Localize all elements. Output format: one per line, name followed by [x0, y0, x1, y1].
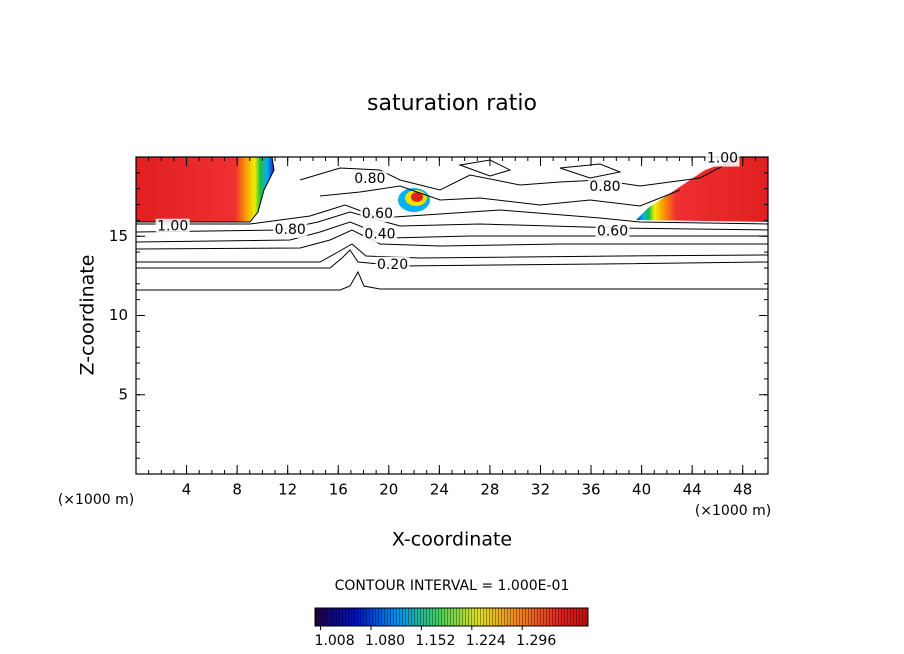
- contour-label: 0.60: [597, 223, 628, 239]
- x-tick-label: 16: [329, 481, 348, 499]
- colorbar-tick-label: 1.296: [516, 633, 556, 649]
- x-tick-label: 8: [232, 481, 242, 499]
- y-tick-label: 10: [109, 306, 128, 324]
- y-unit: (×1000 m): [58, 492, 134, 508]
- colorbar-tick-label: 1.152: [415, 633, 455, 649]
- contour-label: 0.80: [589, 179, 620, 195]
- x-unit: (×1000 m): [695, 503, 771, 519]
- shaded-regions: [136, 157, 768, 222]
- contour-label: 0.60: [362, 206, 393, 222]
- y-tick-label: 15: [109, 227, 128, 245]
- contour-label-bg: [705, 150, 740, 167]
- contour-label-bg: [595, 223, 630, 240]
- x-tick-label: 20: [379, 481, 398, 499]
- contour-label: 0.40: [364, 227, 395, 243]
- x-tick-label: 44: [683, 481, 702, 499]
- contour-label: 1.00: [157, 219, 188, 235]
- x-tick-label: 36: [581, 481, 600, 499]
- y-axis-label: Z-coordinate: [77, 255, 99, 376]
- x-tick-label: 48: [733, 481, 752, 499]
- contour-label-bg: [352, 171, 387, 188]
- contour-label-bg: [360, 206, 395, 223]
- x-tick-label: 28: [480, 481, 499, 499]
- colorbar-frame: [314, 607, 589, 627]
- chart-title: saturation ratio: [367, 91, 537, 116]
- contour-label: 0.80: [275, 222, 306, 238]
- colorbar-tick-label: 1.080: [365, 633, 405, 649]
- x-tick-label: 24: [430, 481, 449, 499]
- contour-label: 1.00: [707, 151, 738, 167]
- contour-label: 0.20: [377, 257, 408, 273]
- colorbar-tick-label: 1.224: [466, 633, 506, 649]
- x-tick-label: 40: [632, 481, 651, 499]
- contour-label-bg: [587, 179, 622, 196]
- x-tick-label: 4: [182, 481, 192, 499]
- x-tick-label: 32: [531, 481, 550, 499]
- y-tick-label: 5: [118, 385, 128, 403]
- contour-label: 0.80: [354, 171, 385, 187]
- contour-label-bg: [155, 218, 190, 235]
- x-tick-label: 12: [278, 481, 297, 499]
- contour-label-bg: [273, 221, 308, 238]
- contour-label-bg: [362, 226, 397, 243]
- colorbar-tick-label: 1.008: [315, 633, 355, 649]
- annotation: CONTOUR INTERVAL = 1.000E-01: [335, 578, 570, 594]
- contour-label-bg: [375, 256, 410, 273]
- x-axis-label: X-coordinate: [392, 529, 512, 551]
